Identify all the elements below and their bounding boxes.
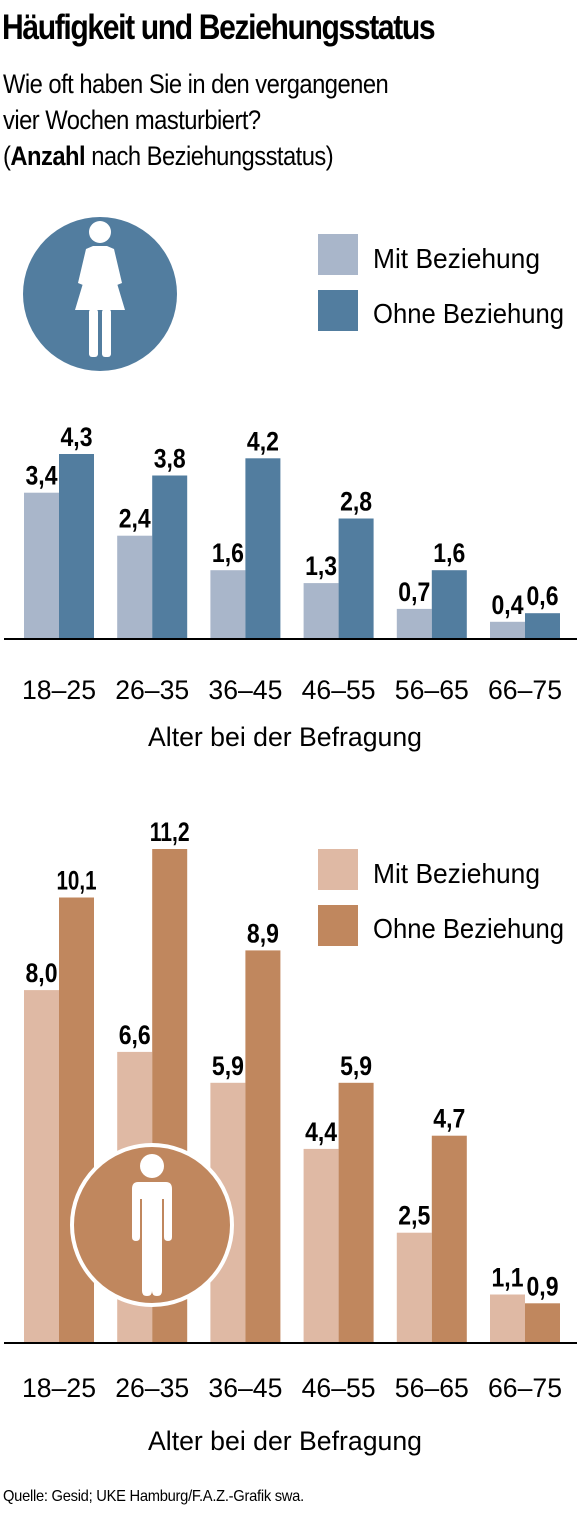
women-data-label-ohne-0: 4,3 xyxy=(61,422,93,452)
men-tick-label-1: 26–35 xyxy=(115,1373,189,1403)
women-bar-mit-2 xyxy=(210,570,246,639)
women-legend: Mit Beziehung Ohne Beziehung xyxy=(318,234,564,331)
women-data-label-ohne-3: 2,8 xyxy=(340,487,372,517)
men-legend-label-mit: Mit Beziehung xyxy=(373,858,540,889)
women-tick-label-0: 18–25 xyxy=(22,675,96,705)
women-bars: 3,44,32,43,81,64,21,32,80,71,60,4 0,6 xyxy=(24,422,560,639)
women-bar-ohne-3 xyxy=(338,518,374,639)
women-bar-mit-3 xyxy=(303,583,339,639)
men-bar-mit-5 xyxy=(490,1294,525,1343)
women-data-label-mit-1: 2,4 xyxy=(119,504,151,534)
source-note: Quelle: Gesid; UKE Hamburg/F.A.Z.-Grafik… xyxy=(3,1488,304,1505)
men-bar-mit-4 xyxy=(396,1232,432,1343)
women-data-label-ohne-1: 3,8 xyxy=(154,444,186,474)
men-tick-label-0: 18–25 xyxy=(22,1373,96,1403)
chart-men: 8,0 10,1 6,6 11,2 5,9 8,9 4,4 5,9 2,5 4,7 1,1 0,9 1… xyxy=(4,817,577,1456)
chart-subtitle: Wie oft haben Sie in den vergangenen vie… xyxy=(3,66,389,174)
men-bar-mit-3 xyxy=(303,1148,339,1343)
men-tick-label-2: 36–45 xyxy=(208,1373,282,1403)
women-bar-ohne-1 xyxy=(152,475,188,639)
men-bar-ohne-5 xyxy=(525,1303,560,1343)
men-tick-labels: 18–25 26–35 36–45 46–55 56–65 66–75 xyxy=(22,1373,562,1403)
men-bar-ohne-4 xyxy=(431,1135,467,1343)
subtitle-line-2: vier Wochen masturbiert? xyxy=(3,105,261,135)
women-bar-ohne-0 xyxy=(59,454,94,639)
men-data-label-mit-1: 6,6 xyxy=(119,1020,151,1050)
women-bar-ohne-4 xyxy=(431,570,467,639)
women-tick-label-1: 26–35 xyxy=(115,675,189,705)
men-data-label-mit-3: 4,4 xyxy=(305,1117,337,1147)
men-x-axis-label: Alter bei der Befragung xyxy=(148,1426,422,1456)
women-bar-ohne-2 xyxy=(245,458,281,639)
men-data-label-ohne-0: 10,1 xyxy=(57,866,97,896)
women-bar-mit-5 xyxy=(490,621,525,639)
men-data-label-mit-4: 2,5 xyxy=(398,1201,430,1231)
women-data-label-mit-2: 1,6 xyxy=(212,538,244,568)
man-icon xyxy=(70,1143,234,1307)
men-data-label-ohne-2: 8,9 xyxy=(247,918,279,948)
men-data-label-ohne-5: 0,9 xyxy=(527,1271,559,1301)
women-tick-labels: 18–25 26–35 36–45 46–55 56–65 66–75 xyxy=(22,675,562,705)
women-legend-swatch-ohne xyxy=(318,290,358,331)
men-data-label-mit-5: 1,1 xyxy=(492,1263,524,1293)
women-data-label-mit-5: 0,4 xyxy=(492,590,524,620)
woman-icon xyxy=(23,217,177,371)
women-legend-swatch-mit xyxy=(318,234,358,275)
men-bar-mit-0 xyxy=(24,990,59,1343)
women-tick-label-4: 56–65 xyxy=(395,675,469,705)
women-legend-label-mit: Mit Beziehung xyxy=(373,243,540,274)
women-legend-label-ohne: Ohne Beziehung xyxy=(373,298,564,329)
men-bar-ohne-2 xyxy=(245,950,281,1343)
women-bar-mit-1 xyxy=(117,535,153,639)
subtitle-paren: ( xyxy=(3,141,11,171)
women-tick-label-2: 36–45 xyxy=(208,675,282,705)
chart-title: Häufigkeit und Beziehungsstatus xyxy=(2,8,436,47)
men-legend: Mit Beziehung Ohne Beziehung xyxy=(318,849,564,946)
men-bar-ohne-3 xyxy=(338,1082,374,1343)
men-legend-swatch-ohne xyxy=(318,905,358,946)
men-tick-label-3: 46–55 xyxy=(302,1373,376,1403)
men-tick-label-4: 56–65 xyxy=(395,1373,469,1403)
men-data-label-ohne-1: 11,2 xyxy=(150,817,190,847)
women-bar-ohne-5 xyxy=(525,613,560,639)
men-data-label-ohne-4: 4,7 xyxy=(433,1104,465,1134)
women-data-label-mit-0: 3,4 xyxy=(26,461,58,491)
men-data-label-ohne-3: 5,9 xyxy=(340,1051,372,1081)
men-legend-label-ohne: Ohne Beziehung xyxy=(373,913,564,944)
subtitle-bold-word: Anzahl xyxy=(10,141,86,171)
women-tick-label-3: 46–55 xyxy=(302,675,376,705)
subtitle-rest: nach Beziehungsstatus) xyxy=(85,141,334,171)
women-data-label-ohne-4: 1,6 xyxy=(433,538,465,568)
women-data-label-mit-4: 0,7 xyxy=(398,577,430,607)
chart-women: 3,44,32,43,81,64,21,32,80,71,60,4 0,6 18–… xyxy=(4,217,577,752)
men-data-label-mit-0: 8,0 xyxy=(26,958,58,988)
men-tick-label-5: 66–75 xyxy=(488,1373,562,1403)
women-bar-mit-4 xyxy=(396,608,432,639)
women-bar-mit-0 xyxy=(24,492,59,639)
women-data-label-ohne-2: 4,2 xyxy=(247,426,279,456)
men-data-label-mit-2: 5,9 xyxy=(212,1051,244,1081)
subtitle-line-1: Wie oft haben Sie in den vergangenen xyxy=(3,69,389,99)
women-data-label-ohne-5: 0,6 xyxy=(527,581,559,611)
men-legend-swatch-mit xyxy=(318,849,358,890)
women-data-label-mit-3: 1,3 xyxy=(305,551,337,581)
women-x-axis-label: Alter bei der Befragung xyxy=(148,722,422,752)
subtitle-line-3: (Anzahl nach Beziehungsstatus) xyxy=(3,138,388,174)
women-tick-label-5: 66–75 xyxy=(488,675,562,705)
